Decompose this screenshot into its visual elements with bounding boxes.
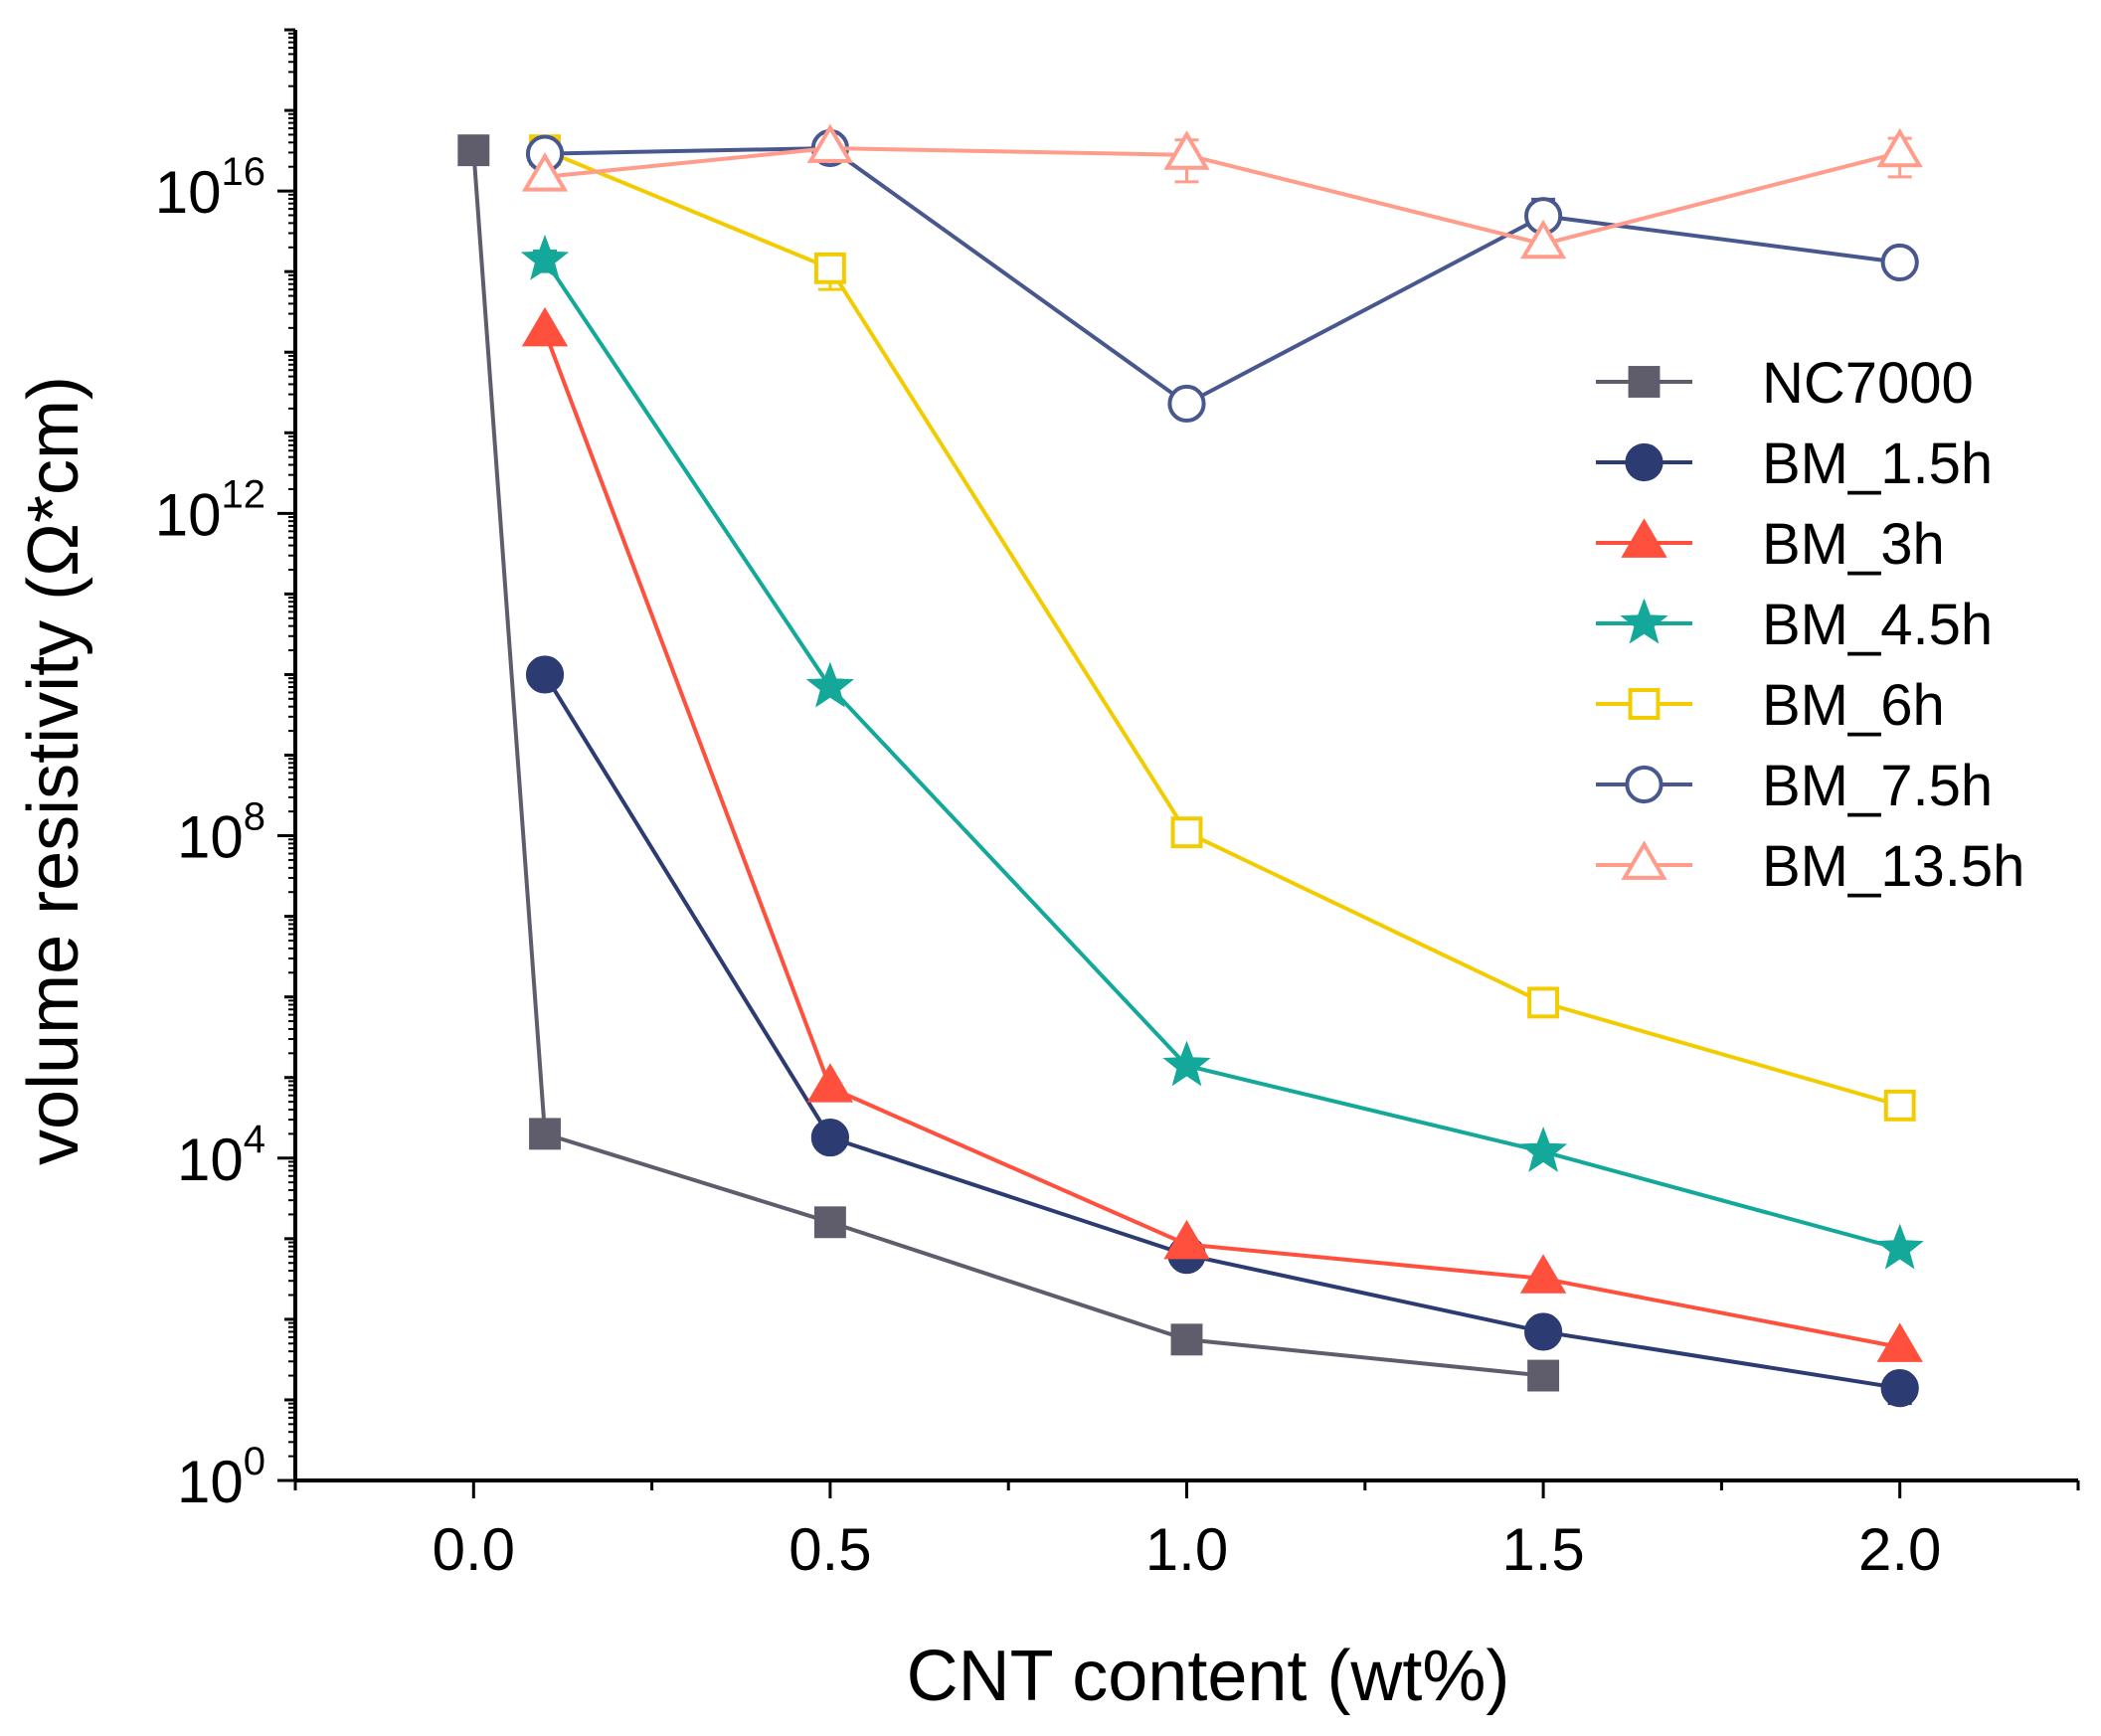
data-point xyxy=(525,655,565,694)
y-tick-base: 10 xyxy=(155,481,222,548)
y-tick-label: 100 xyxy=(177,1440,265,1515)
legend-marker xyxy=(1625,765,1663,804)
legend: NC7000 BM_1.5h BM_3h BM_4.5h BM_6h BM_7.5h BM_… xyxy=(1596,351,2024,899)
data-point xyxy=(1875,1223,1924,1270)
series-BM_4.5h xyxy=(520,234,1924,1270)
x-axis-title: CNT content (wt%) xyxy=(907,1637,1510,1716)
legend-item: BM_4.5h xyxy=(1596,593,1993,657)
legend-marker xyxy=(1620,598,1668,644)
data-point xyxy=(1162,1040,1211,1087)
series-BM_13.5h xyxy=(521,123,1923,260)
data-point xyxy=(1880,1369,1919,1408)
y-tick-exponent: 0 xyxy=(244,1440,265,1483)
legend-marker xyxy=(1625,442,1663,482)
series-line xyxy=(471,150,1544,1378)
data-point xyxy=(813,1206,846,1239)
y-tick-exponent: 4 xyxy=(244,1118,265,1161)
data-point xyxy=(1519,219,1567,260)
legend-label: BM_6h xyxy=(1762,673,1945,738)
data-point xyxy=(521,152,569,192)
legend-item: BM_3h xyxy=(1596,512,1945,577)
x-tick-label: 1.5 xyxy=(1501,1516,1584,1583)
legend-marker xyxy=(1628,366,1661,398)
series-BM_7.5h xyxy=(525,128,1919,424)
data-point xyxy=(810,1118,850,1157)
y-tick-label: 1012 xyxy=(155,472,265,548)
y-tick-exponent: 12 xyxy=(222,472,266,516)
plot-area xyxy=(457,123,1924,1408)
legend-label: BM_13.5h xyxy=(1762,834,2024,899)
x-tick-label: 0.0 xyxy=(433,1516,515,1583)
legend-label: BM_1.5h xyxy=(1762,432,1993,496)
legend-label: BM_4.5h xyxy=(1762,593,1993,657)
legend-item: NC7000 xyxy=(1596,351,1974,416)
legend-item: BM_1.5h xyxy=(1596,432,1993,496)
series-line xyxy=(543,259,1901,1251)
data-point xyxy=(813,252,846,284)
series-line xyxy=(544,146,1900,407)
data-point xyxy=(1883,1089,1916,1122)
series-NC7000 xyxy=(457,134,1560,1392)
series-BM_1.5h xyxy=(525,655,1919,1408)
legend-marker xyxy=(1621,518,1667,558)
data-point xyxy=(529,1118,561,1150)
x-tick-label: 0.5 xyxy=(788,1516,871,1583)
data-point xyxy=(1880,243,1919,282)
x-tick-label: 2.0 xyxy=(1858,1516,1941,1583)
data-point xyxy=(520,234,570,280)
y-tick-base: 10 xyxy=(177,1127,244,1193)
data-point xyxy=(1170,816,1203,849)
data-point xyxy=(1876,1322,1923,1362)
legend-item: BM_6h xyxy=(1596,673,1945,738)
x-tick-label: 1.0 xyxy=(1145,1516,1228,1583)
legend-marker xyxy=(1628,688,1661,720)
data-point xyxy=(1167,384,1206,424)
data-point xyxy=(806,1063,854,1103)
series-line xyxy=(543,673,1901,1391)
legend-label: BM_3h xyxy=(1762,512,1945,577)
data-point xyxy=(1518,1127,1568,1172)
y-tick-label: 108 xyxy=(177,795,265,871)
legend-item: BM_13.5h xyxy=(1596,834,2024,899)
data-point xyxy=(805,661,855,708)
data-point xyxy=(1519,1254,1567,1294)
data-point xyxy=(521,306,569,347)
legend-label: NC7000 xyxy=(1762,351,1974,416)
series-BM_3h xyxy=(521,306,1923,1362)
series-line xyxy=(544,148,1901,1108)
y-tick-label: 104 xyxy=(177,1118,265,1193)
data-point xyxy=(1163,130,1210,170)
y-axis-title: volume resistivity (Ω*cm) xyxy=(14,376,93,1165)
y-tick-exponent: 16 xyxy=(222,150,266,194)
data-point xyxy=(457,134,490,167)
legend-label: BM_7.5h xyxy=(1762,754,1993,818)
data-point xyxy=(1163,1219,1210,1260)
y-tick-base: 10 xyxy=(177,1449,244,1515)
data-point xyxy=(1527,1359,1560,1392)
data-point xyxy=(1524,1312,1563,1351)
series-line xyxy=(544,146,1901,247)
y-tick-exponent: 8 xyxy=(244,795,265,839)
y-tick-label: 1016 xyxy=(155,150,265,226)
data-point xyxy=(806,123,854,163)
legend-item: BM_7.5h xyxy=(1596,754,1993,818)
y-tick-base: 10 xyxy=(155,159,222,226)
data-point xyxy=(1170,1323,1203,1356)
series-BM_6h xyxy=(529,134,1916,1122)
data-point xyxy=(1876,127,1923,168)
y-tick-base: 10 xyxy=(177,804,244,871)
data-point xyxy=(1527,986,1560,1019)
legend-marker xyxy=(1621,840,1667,880)
